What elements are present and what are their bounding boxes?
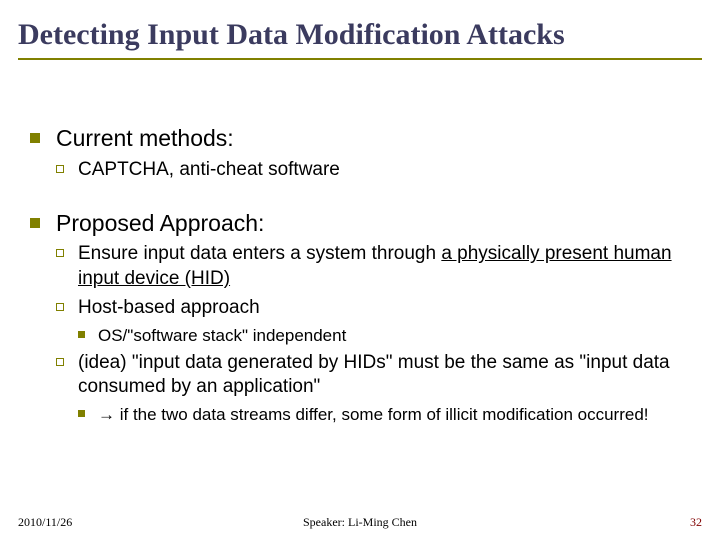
bullet-item: CAPTCHA, anti-cheat software <box>56 158 690 183</box>
bullet-item: Ensure input data enters a system throug… <box>56 242 690 291</box>
spacer <box>30 187 690 205</box>
text-fragment: Ensure input data enters a system throug… <box>78 243 441 264</box>
section-heading: Current methods: <box>30 124 690 154</box>
slide-title: Detecting Input Data Modification Attack… <box>18 18 702 60</box>
bullet-item: Host-based approach <box>56 296 690 321</box>
footer-page-number: 32 <box>690 515 702 530</box>
text-fragment: if the two data streams differ, some for… <box>115 405 649 424</box>
slide: Detecting Input Data Modification Attack… <box>0 0 720 540</box>
bullet-item: (idea) "input data generated by HIDs" mu… <box>56 351 690 400</box>
slide-body: Current methods: CAPTCHA, anti-cheat sof… <box>30 120 690 430</box>
sub-bullet-item: → if the two data streams differ, some f… <box>78 404 690 426</box>
footer-speaker: Speaker: Li-Ming Chen <box>0 515 720 530</box>
sub-bullet-item: OS/"software stack" independent <box>78 325 690 347</box>
section-heading: Proposed Approach: <box>30 209 690 239</box>
arrow-icon: → <box>98 405 115 424</box>
